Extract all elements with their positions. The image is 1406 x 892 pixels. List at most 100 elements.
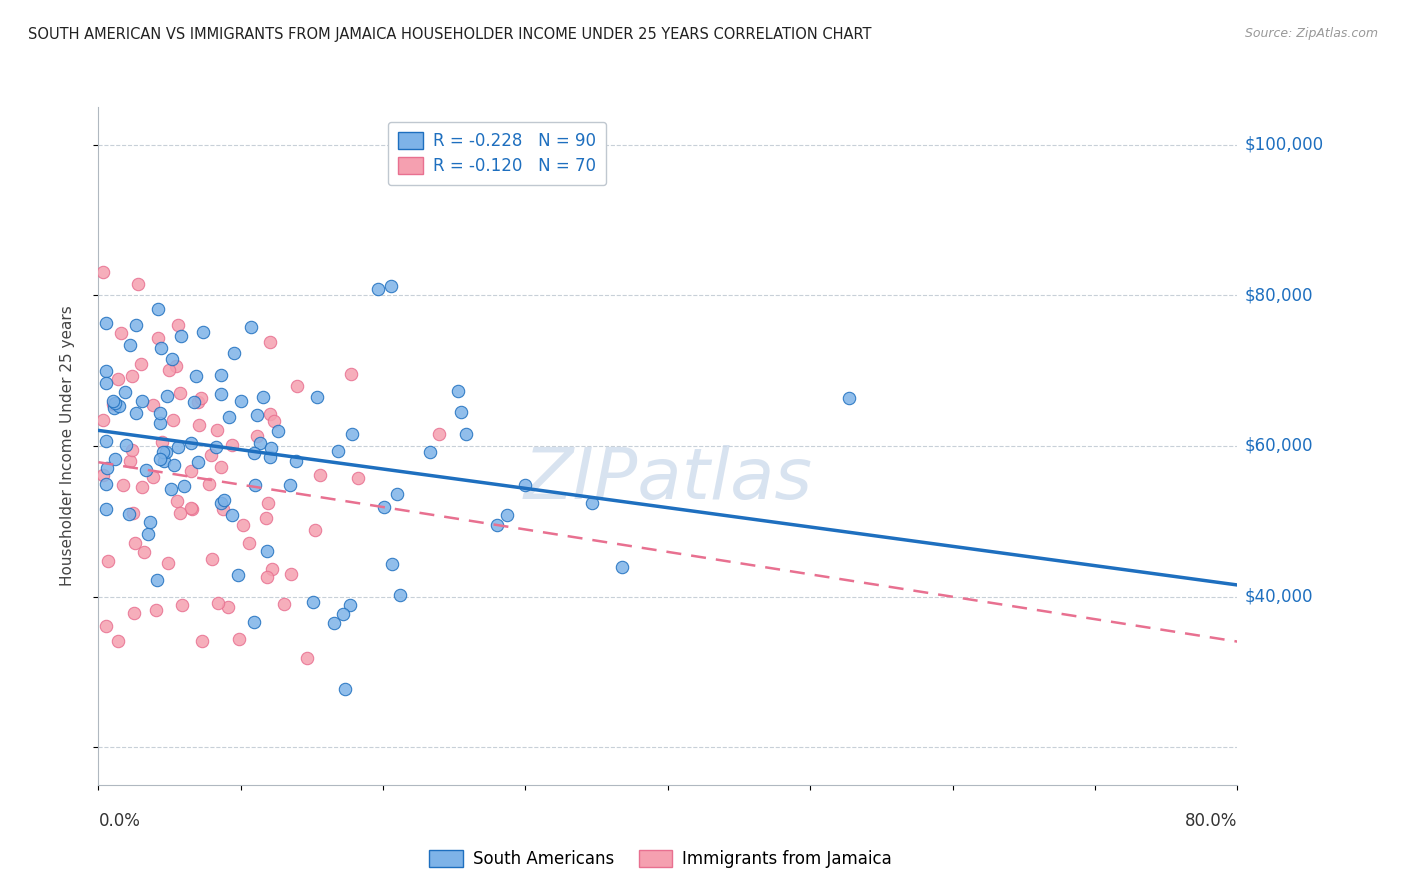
Point (91, 413, 114, 427)
Point (131, 480, 153, 494)
Point (104, 452, 127, 467)
Point (169, 506, 191, 520)
Point (107, 372, 129, 386)
Point (150, 435, 173, 450)
Point (157, 363, 180, 377)
Point (273, 597, 295, 611)
Point (180, 464, 202, 478)
Legend: South Americans, Immigrants from Jamaica: South Americans, Immigrants from Jamaica (423, 843, 898, 875)
Point (287, 379, 309, 393)
Point (262, 562, 284, 576)
Point (259, 407, 281, 421)
Point (280, 566, 302, 581)
Point (153, 453, 176, 467)
Point (214, 492, 236, 507)
Point (211, 501, 233, 516)
Point (201, 552, 224, 566)
Point (339, 598, 361, 612)
Point (252, 390, 274, 404)
Point (101, 397, 124, 411)
Point (239, 320, 262, 334)
Point (238, 536, 260, 550)
Point (200, 448, 222, 462)
Point (94, 434, 117, 449)
Point (129, 357, 152, 371)
Point (127, 277, 149, 291)
Point (191, 325, 214, 339)
Point (222, 345, 245, 359)
Point (256, 569, 278, 583)
Point (205, 423, 228, 437)
Point (173, 478, 195, 492)
Point (450, 405, 472, 419)
Point (209, 368, 232, 382)
Point (180, 436, 202, 450)
Point (263, 414, 285, 428)
Text: ZIPatlas: ZIPatlas (523, 445, 813, 515)
Point (97, 554, 120, 568)
Point (367, 281, 389, 295)
Legend: R = -0.228   N = 90, R = -0.120   N = 70: R = -0.228 N = 90, R = -0.120 N = 70 (388, 122, 606, 186)
Point (166, 493, 188, 508)
Point (96, 461, 118, 475)
Point (387, 487, 409, 501)
Point (226, 568, 249, 582)
Point (148, 331, 170, 345)
Point (136, 527, 159, 541)
Point (257, 496, 280, 510)
Point (108, 399, 131, 413)
Point (260, 441, 283, 455)
Point (107, 633, 129, 648)
Point (187, 394, 209, 409)
Point (305, 390, 328, 404)
Point (149, 406, 172, 420)
Point (163, 458, 186, 472)
Point (295, 650, 318, 665)
Point (243, 446, 266, 460)
Point (103, 401, 125, 415)
Point (166, 318, 188, 333)
Point (145, 603, 167, 617)
Point (328, 443, 350, 458)
Point (190, 391, 212, 405)
Point (838, 391, 860, 405)
Point (155, 445, 177, 459)
Point (245, 478, 267, 492)
Point (218, 409, 240, 424)
Point (373, 500, 395, 514)
Point (197, 477, 219, 491)
Point (132, 545, 155, 559)
Point (380, 279, 402, 293)
Point (152, 445, 174, 459)
Point (122, 506, 145, 520)
Point (207, 596, 229, 610)
Point (120, 338, 142, 352)
Point (148, 451, 170, 466)
Point (162, 413, 184, 427)
Point (146, 574, 169, 588)
Point (187, 455, 209, 469)
Text: $60,000: $60,000 (1244, 437, 1313, 455)
Point (581, 496, 603, 510)
Point (254, 510, 277, 524)
Point (232, 517, 254, 532)
Text: 80.0%: 80.0% (1185, 812, 1237, 830)
Point (456, 426, 478, 441)
Point (181, 502, 204, 516)
Point (94, 502, 117, 516)
Point (167, 441, 190, 455)
Y-axis label: Householder Income Under 25 years: Householder Income Under 25 years (60, 306, 75, 586)
Point (94, 477, 117, 491)
Point (94, 376, 117, 391)
Point (160, 482, 183, 496)
Point (612, 559, 634, 574)
Point (342, 427, 364, 442)
Point (110, 326, 132, 340)
Point (209, 459, 232, 474)
Point (94, 364, 117, 378)
Point (427, 426, 450, 441)
Text: $100,000: $100,000 (1244, 136, 1323, 153)
Point (209, 496, 232, 510)
Point (125, 406, 148, 420)
Point (170, 329, 193, 343)
